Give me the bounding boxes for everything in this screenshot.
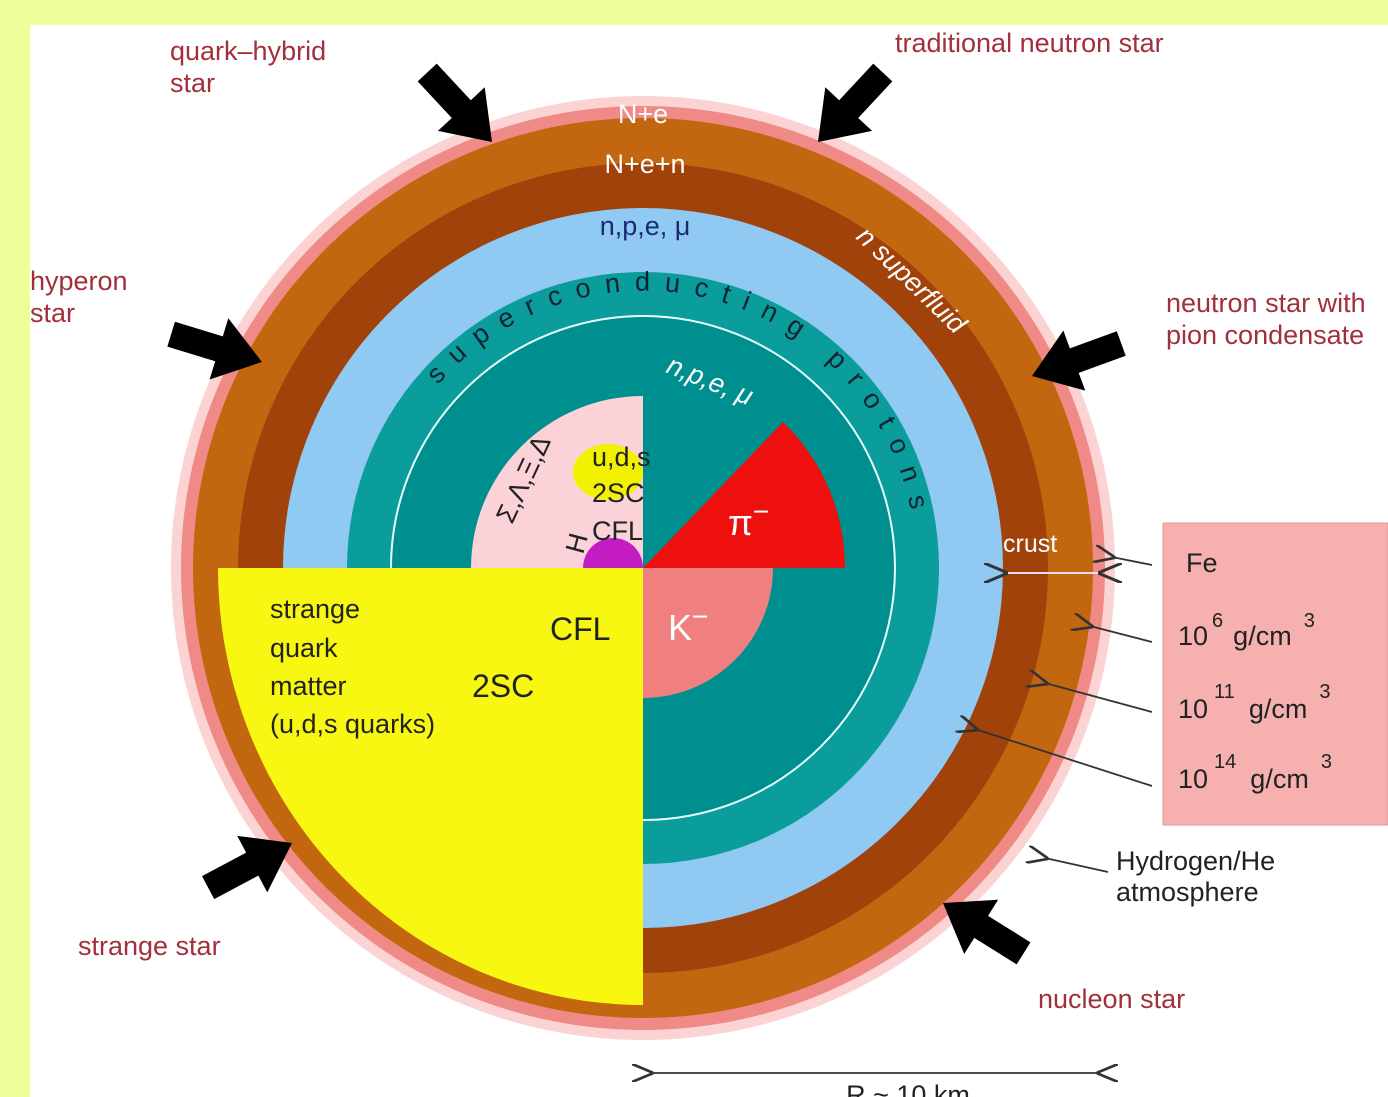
core-label: CFL (592, 516, 643, 546)
core-label: 2SC (472, 668, 534, 704)
exp: 11 (1214, 681, 1235, 703)
exp: 3 (1304, 610, 1315, 632)
pointer (1090, 626, 1153, 643)
label: strange star (78, 931, 221, 961)
hyperon-quadrant (471, 396, 643, 568)
kaon-quadrant (643, 568, 773, 698)
pointer (1112, 557, 1153, 566)
core-label: π− (728, 496, 769, 543)
pointer (975, 729, 1153, 787)
label: hyperon (30, 266, 128, 296)
unit: g/cm (1249, 694, 1308, 724)
label: star (30, 298, 75, 328)
exp: 14 (1214, 751, 1236, 773)
density: 10 6 g/cm 3 (1178, 610, 1315, 651)
strange-quadrant (218, 568, 643, 1005)
pion: π (728, 502, 753, 543)
pion-sector (643, 422, 846, 568)
label: neutron star with (1166, 288, 1366, 318)
core-label: quark (270, 633, 338, 663)
density-box (1162, 522, 1388, 826)
crust-annotations: crust Fe 10 6 g/cm 3 1011g/cm3 1014g/cm3 Hy… (975, 522, 1388, 907)
density: 10 11 g/cm 3 (1178, 681, 1330, 724)
label: star (170, 68, 215, 98)
pointer (1045, 683, 1153, 713)
star-rings (171, 96, 1115, 1040)
core-label: (u,d,s quarks) (270, 709, 435, 739)
star-labels: quark–hybrid star traditional neutron st… (30, 28, 1366, 1014)
base: 10 (1178, 621, 1208, 651)
base: 10 (1178, 764, 1208, 794)
label: traditional neutron star (895, 28, 1164, 58)
layer-label: n,p,e, μ (600, 211, 691, 241)
sign: − (692, 601, 708, 632)
base: 10 (1178, 694, 1208, 724)
sign: − (753, 496, 769, 527)
pointer (1045, 858, 1109, 873)
core-label: strange (270, 594, 360, 624)
density: 10 14 g/cm 3 (1178, 751, 1332, 794)
layer-label: N+e (618, 99, 668, 129)
radius-label: R ~ 10 km (846, 1080, 970, 1097)
unit: g/cm (1250, 764, 1309, 794)
layer-label: N+e+n (604, 149, 685, 179)
core-label: 2SC (592, 478, 645, 508)
core-label: matter (270, 671, 347, 701)
crust-label: crust (1003, 530, 1057, 558)
kaon: K (668, 607, 692, 648)
exp: 3 (1321, 751, 1332, 773)
exp: 3 (1319, 681, 1330, 703)
core-label: u,d,s (592, 442, 651, 472)
atmosphere-label: atmosphere (1116, 877, 1259, 907)
core-label: K− (668, 601, 708, 648)
atmosphere-label: Hydrogen/He (1116, 846, 1275, 876)
unit: g/cm (1233, 621, 1292, 651)
core-label: CFL (550, 611, 610, 647)
label: nucleon star (1038, 984, 1185, 1014)
label: pion condensate (1166, 320, 1364, 350)
exp: 6 (1212, 610, 1223, 632)
element: Fe (1186, 548, 1218, 578)
quark-blob (573, 444, 643, 500)
h-blob (583, 538, 643, 568)
label: quark–hybrid (170, 36, 326, 66)
